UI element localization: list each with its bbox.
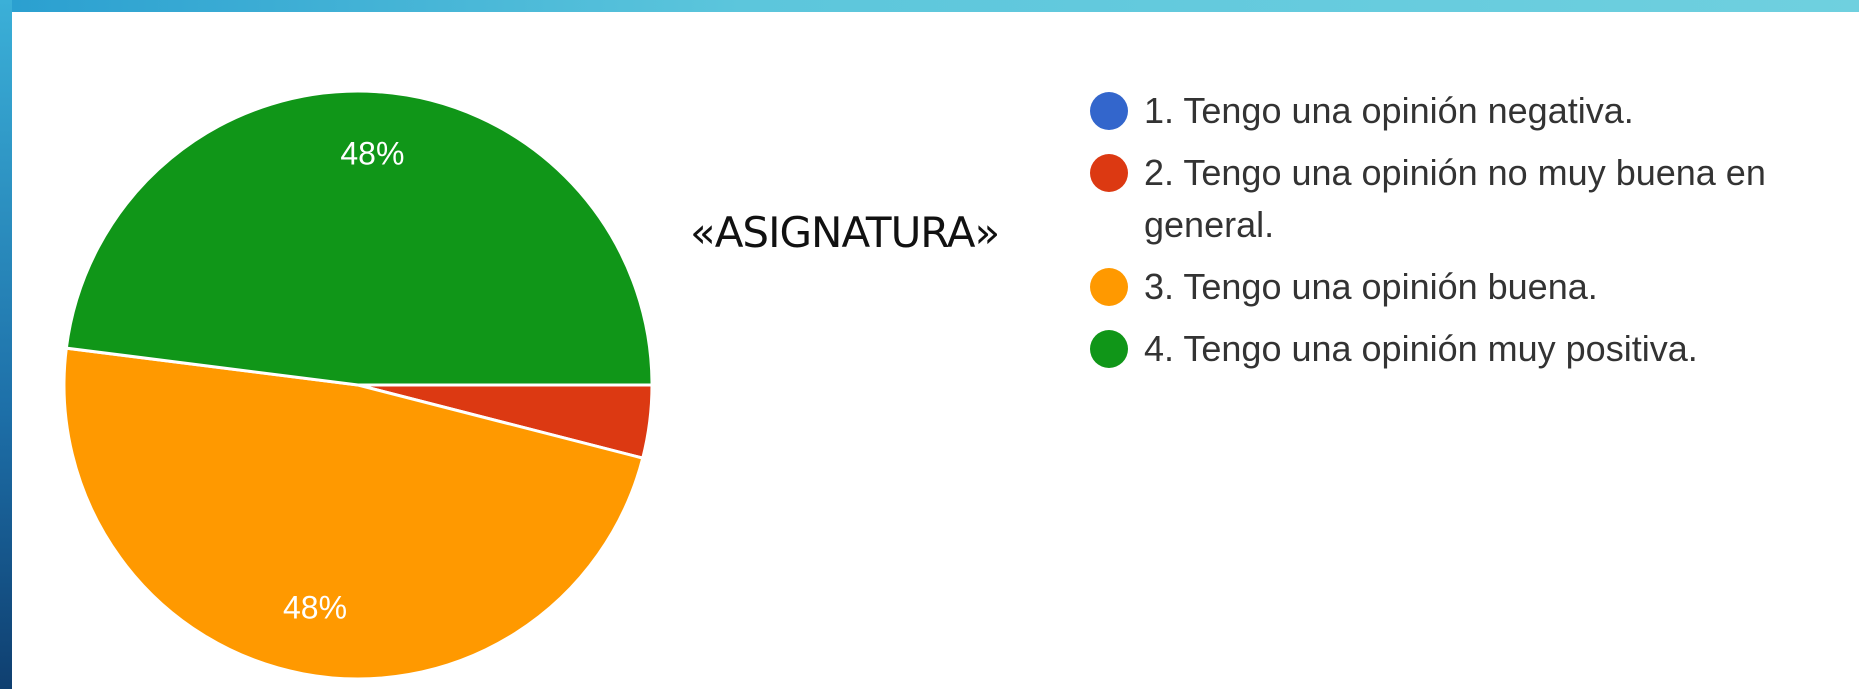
legend-item: 1. Tengo una opinión negativa. [1090, 85, 1820, 137]
legend: 1. Tengo una opinión negativa. 2. Tengo u… [1090, 85, 1820, 385]
top-bar [0, 0, 1859, 12]
left-bar [0, 0, 12, 689]
legend-swatch [1090, 268, 1128, 306]
pie-slice [62, 346, 645, 681]
legend-label: 4. Tengo una opinión muy positiva. [1144, 328, 1698, 369]
pie-chart: 48% 48% [62, 89, 654, 681]
legend-label: 3. Tengo una opinión buena. [1144, 266, 1598, 307]
legend-label: 2. Tengo una opinión no muy buena en gen… [1144, 152, 1766, 245]
slice-label: 48% [340, 136, 404, 172]
legend-swatch [1090, 92, 1128, 130]
subtitle: «ASIGNATURA» [690, 208, 1000, 257]
legend-item: 2. Tengo una opinión no muy buena en gen… [1090, 147, 1820, 251]
slice-label: 48% [283, 590, 347, 626]
legend-swatch [1090, 330, 1128, 368]
legend-item: 4. Tengo una opinión muy positiva. [1090, 323, 1820, 375]
pie-slice [64, 89, 654, 387]
legend-item: 3. Tengo una opinión buena. [1090, 261, 1820, 313]
legend-swatch [1090, 154, 1128, 192]
legend-label: 1. Tengo una opinión negativa. [1144, 90, 1634, 131]
